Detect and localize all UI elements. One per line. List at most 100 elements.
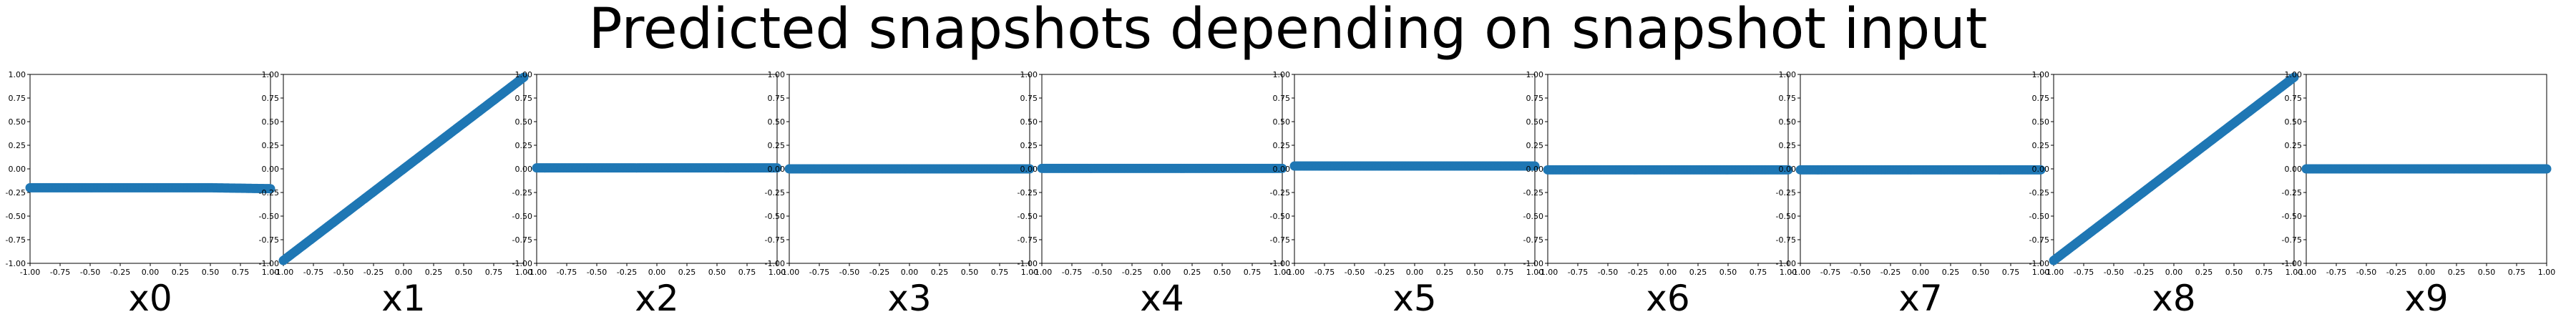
y-tick-label: -1.00 xyxy=(6,259,26,268)
x-axis-label: x8 xyxy=(2152,278,2195,319)
x-tick-label: -0.25 xyxy=(1628,268,1648,277)
x-tick-label: -0.50 xyxy=(1598,268,1618,277)
x-tick-label: -0.75 xyxy=(1314,268,1335,277)
y-tick-label: -0.25 xyxy=(1018,188,1038,197)
x-tick-label: 0.75 xyxy=(738,268,756,277)
x-tick-label: -1.00 xyxy=(2296,268,2316,277)
y-tick-label: -1.00 xyxy=(1776,259,1796,268)
x-tick-label: -0.75 xyxy=(2326,268,2346,277)
x-tick-label: -0.75 xyxy=(303,268,323,277)
y-tick-label: 0.25 xyxy=(1779,141,1797,150)
x-axis-label: x1 xyxy=(381,278,425,319)
y-tick-label: -0.25 xyxy=(1270,188,1290,197)
x-tick-label: 0.50 xyxy=(1214,268,1231,277)
x-tick-label: -0.50 xyxy=(839,268,859,277)
x-tick-label: -0.25 xyxy=(364,268,384,277)
subplot-x0: -1.00 -0.75 -0.50 -0.25 0.00 0.25 0.50 0.75 1.00… xyxy=(6,70,280,319)
x-tick-label: -0.75 xyxy=(1062,268,1082,277)
x-tick-label: 0.75 xyxy=(1244,268,1262,277)
x-tick-label: 0.00 xyxy=(901,268,919,277)
y-tick-label: -1.00 xyxy=(259,259,279,268)
y-tick-label: 0.75 xyxy=(262,94,280,103)
y-tick-label: -0.75 xyxy=(2029,235,2049,245)
x-tick-label: 0.50 xyxy=(1719,268,1737,277)
x-tick-label: -1.00 xyxy=(1284,268,1304,277)
y-tick-label: 0.75 xyxy=(9,94,26,103)
x-tick-label: 0.00 xyxy=(1153,268,1171,277)
x-tick-label: -0.25 xyxy=(2386,268,2406,277)
x-tick-label: 0.00 xyxy=(395,268,413,277)
y-tick-label: 0.75 xyxy=(1526,94,1544,103)
y-tick-label: -0.75 xyxy=(1270,235,1290,245)
y-tick-label: -0.25 xyxy=(2282,188,2302,197)
y-tick-label: 0.75 xyxy=(1273,94,1291,103)
x-tick-label: -0.50 xyxy=(1850,268,1870,277)
x-tick-label: 0.75 xyxy=(991,268,1009,277)
x-axis-label: x0 xyxy=(128,278,172,319)
x-axis-label: x2 xyxy=(635,278,678,319)
x-tick-label: 0.75 xyxy=(232,268,250,277)
y-tick-label: -0.25 xyxy=(2029,188,2049,197)
y-tick-label: 1.00 xyxy=(262,70,280,79)
y-tick-label: 0.75 xyxy=(515,94,533,103)
y-tick-label: -0.50 xyxy=(512,212,532,221)
y-tick-label: -0.75 xyxy=(1018,235,1038,245)
x-tick-label: 1.00 xyxy=(2285,268,2303,277)
y-tick-label: 0.50 xyxy=(2032,117,2050,127)
subplot-x6: -1.00 -0.75 -0.50 -0.25 0.00 0.25 0.50 0.75 1.00… xyxy=(1523,70,1797,319)
subplot-x2: -1.00 -0.75 -0.50 -0.25 0.00 0.25 0.50 0.75 1.00… xyxy=(512,70,786,319)
x-tick-label: 0.00 xyxy=(1406,268,1424,277)
x-tick-label: 0.25 xyxy=(1436,268,1454,277)
x-tick-label: 1.00 xyxy=(2538,268,2556,277)
x-axis-label: x7 xyxy=(1898,278,1942,319)
data-point xyxy=(1783,165,1793,175)
y-tick-label: -0.50 xyxy=(1776,212,1796,221)
y-tick-label: 0.25 xyxy=(2285,141,2303,150)
y-tick-label: 0.50 xyxy=(1779,117,1797,127)
x-tick-label: 0.25 xyxy=(1942,268,1960,277)
x-tick-label: -1.00 xyxy=(1790,268,1810,277)
x-tick-label: 1.00 xyxy=(515,268,533,277)
y-tick-label: 1.00 xyxy=(1273,70,1291,79)
y-tick-label: -0.75 xyxy=(1776,235,1796,245)
x-tick-label: 0.00 xyxy=(2418,268,2436,277)
y-tick-label: -0.50 xyxy=(2029,212,2049,221)
x-tick-label: -0.75 xyxy=(809,268,829,277)
x-tick-label: 0.00 xyxy=(2165,268,2183,277)
y-tick-label: 0.25 xyxy=(515,141,533,150)
y-tick-label: 0.75 xyxy=(2285,94,2303,103)
x-tick-label: 0.25 xyxy=(2195,268,2213,277)
data-point xyxy=(2036,165,2046,175)
y-tick-label: -0.75 xyxy=(2282,235,2302,245)
y-tick-label: -1.00 xyxy=(1018,259,1038,268)
y-tick-label: -0.25 xyxy=(6,188,26,197)
x-tick-label: 1.00 xyxy=(262,268,280,277)
data-point xyxy=(1530,161,1540,171)
y-tick-label: 0.50 xyxy=(262,117,280,127)
data-point xyxy=(519,72,529,82)
x-tick-label: -1.00 xyxy=(779,268,799,277)
x-tick-label: -0.50 xyxy=(2356,268,2376,277)
x-tick-label: 0.75 xyxy=(1496,268,1514,277)
data-point xyxy=(1025,164,1035,174)
y-tick-label: 0.25 xyxy=(1526,141,1544,150)
data-point xyxy=(772,163,782,173)
figure-title: Predicted snapshots depending on snapsho… xyxy=(588,0,1988,62)
x-axis-label: x6 xyxy=(1646,278,1689,319)
x-tick-label: 0.75 xyxy=(485,268,503,277)
y-tick-label: 0.25 xyxy=(768,141,786,150)
y-tick-label: 0.00 xyxy=(2285,165,2303,174)
x-tick-label: -0.25 xyxy=(1880,268,1901,277)
x-tick-label: 0.50 xyxy=(1972,268,1990,277)
y-tick-label: 0.75 xyxy=(1020,94,1038,103)
x-tick-label: -0.75 xyxy=(1568,268,1588,277)
y-tick-label: 0.50 xyxy=(515,117,533,127)
x-tick-label: 0.50 xyxy=(1466,268,1484,277)
y-tick-label: 1.00 xyxy=(1020,70,1038,79)
y-tick-label: -0.50 xyxy=(1018,212,1038,221)
x-tick-label: -0.25 xyxy=(869,268,889,277)
x-tick-label: -0.75 xyxy=(50,268,70,277)
y-tick-label: -0.25 xyxy=(1776,188,1796,197)
y-tick-label: -0.50 xyxy=(1523,212,1543,221)
x-tick-label: 0.50 xyxy=(708,268,726,277)
